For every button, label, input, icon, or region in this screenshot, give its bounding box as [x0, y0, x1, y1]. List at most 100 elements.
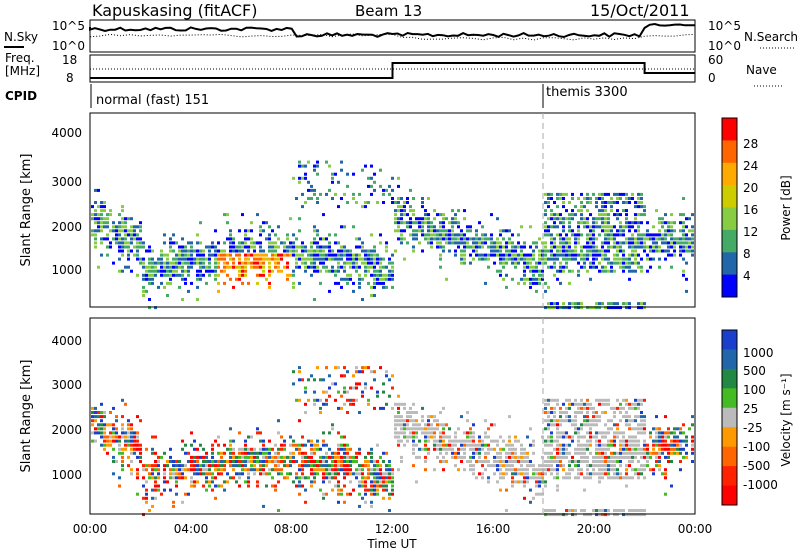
- heatmap-cell: [667, 221, 670, 225]
- heatmap-cell: [634, 513, 637, 517]
- heatmap-cell: [619, 213, 622, 217]
- heatmap-cell: [634, 472, 637, 476]
- heatmap-cell: [247, 455, 250, 459]
- heatmap-cell: [112, 423, 115, 427]
- heatmap-cell: [457, 427, 460, 431]
- heatmap-cell: [136, 415, 139, 419]
- heatmap-cell: [619, 464, 622, 468]
- heatmap-cell: [604, 451, 607, 455]
- heatmap-cell: [100, 205, 103, 209]
- heatmap-cell: [445, 237, 448, 241]
- heatmap-cell: [298, 281, 301, 285]
- heatmap-cell: [625, 197, 628, 200]
- heatmap-cell: [547, 225, 550, 229]
- heatmap-cell: [610, 209, 613, 213]
- heatmap-cell: [544, 472, 547, 476]
- power-ytick-3000: 3000: [51, 175, 82, 189]
- heatmap-cell: [295, 261, 298, 265]
- heatmap-cell: [316, 241, 319, 245]
- heatmap-cell: [376, 269, 379, 273]
- heatmap-cell: [628, 443, 631, 447]
- heatmap-cell: [418, 241, 421, 245]
- heatmap-cell: [415, 237, 418, 241]
- heatmap-cell: [256, 241, 259, 245]
- heatmap-cell: [124, 439, 127, 443]
- heatmap-cell: [469, 443, 472, 447]
- heatmap-cell: [673, 249, 676, 253]
- heatmap-cell: [169, 237, 172, 241]
- heatmap-cell: [334, 241, 337, 245]
- heatmap-cell: [391, 253, 394, 257]
- heatmap-cell: [352, 386, 355, 390]
- heatmap-cell: [208, 480, 211, 484]
- heatmap-cell: [547, 306, 550, 310]
- heatmap-cell: [646, 447, 649, 451]
- heatmap-cell: [229, 451, 232, 455]
- heatmap-cell: [370, 468, 373, 472]
- heatmap-cell: [292, 480, 295, 484]
- heatmap-cell: [625, 217, 628, 221]
- heatmap-cell: [397, 225, 400, 229]
- heatmap-cell: [553, 415, 556, 419]
- heatmap-cell: [160, 269, 163, 273]
- heatmap-cell: [142, 476, 145, 480]
- heatmap-cell: [379, 184, 382, 188]
- heatmap-cell: [319, 269, 322, 273]
- heatmap-cell: [466, 435, 469, 439]
- heatmap-cell: [298, 484, 301, 488]
- heatmap-cell: [595, 439, 598, 443]
- heatmap-cell: [556, 439, 559, 443]
- heatmap-cell: [229, 249, 232, 253]
- heatmap-cell: [148, 261, 151, 265]
- heatmap-cell: [292, 233, 295, 237]
- heatmap-cell: [679, 443, 682, 447]
- heatmap-cell: [559, 411, 562, 414]
- heatmap-cell: [199, 472, 202, 476]
- heatmap-cell: [436, 233, 439, 237]
- heatmap-cell: [505, 443, 508, 447]
- heatmap-cell: [142, 277, 145, 281]
- heatmap-cell: [655, 431, 658, 435]
- heatmap-cell: [139, 245, 142, 249]
- heatmap-cell: [544, 209, 547, 213]
- heatmap-cell: [622, 431, 625, 435]
- heatmap-cell: [214, 468, 217, 472]
- heatmap-cell: [583, 245, 586, 249]
- heatmap-cell: [268, 241, 271, 245]
- heatmap-cell: [670, 265, 673, 269]
- heatmap-cell: [457, 447, 460, 451]
- heatmap-cell: [604, 269, 607, 273]
- heatmap-cell: [127, 253, 130, 257]
- heatmap-cell: [103, 225, 106, 229]
- xtick-0000: 00:00: [73, 522, 108, 536]
- heatmap-cell: [607, 419, 610, 423]
- heatmap-cell: [310, 265, 313, 269]
- colorbar-swatch: [722, 252, 737, 276]
- heatmap-cell: [625, 257, 628, 261]
- heatmap-cell: [511, 233, 514, 237]
- heatmap-cell: [616, 253, 619, 257]
- heatmap-cell: [544, 484, 547, 488]
- heatmap-cell: [322, 378, 325, 382]
- heatmap-cell: [613, 460, 616, 463]
- heatmap-cell: [238, 451, 241, 455]
- heatmap-cell: [577, 431, 580, 435]
- heatmap-cell: [466, 245, 469, 249]
- heatmap-cell: [460, 261, 463, 265]
- heatmap-cell: [619, 406, 622, 410]
- heatmap-cell: [637, 253, 640, 257]
- heatmap-cell: [298, 476, 301, 480]
- heatmap-cell: [115, 431, 118, 435]
- heatmap-cell: [457, 468, 460, 472]
- heatmap-cell: [436, 237, 439, 241]
- heatmap-cell: [112, 427, 115, 431]
- heatmap-cell: [355, 237, 358, 241]
- heatmap-cell: [145, 273, 148, 277]
- heatmap-cell: [607, 509, 610, 512]
- heatmap-cell: [343, 245, 346, 249]
- heatmap-cell: [628, 302, 631, 306]
- heatmap-cell: [136, 492, 139, 496]
- heatmap-cell: [619, 439, 622, 443]
- heatmap-cell: [472, 245, 475, 249]
- heatmap-cell: [667, 241, 670, 245]
